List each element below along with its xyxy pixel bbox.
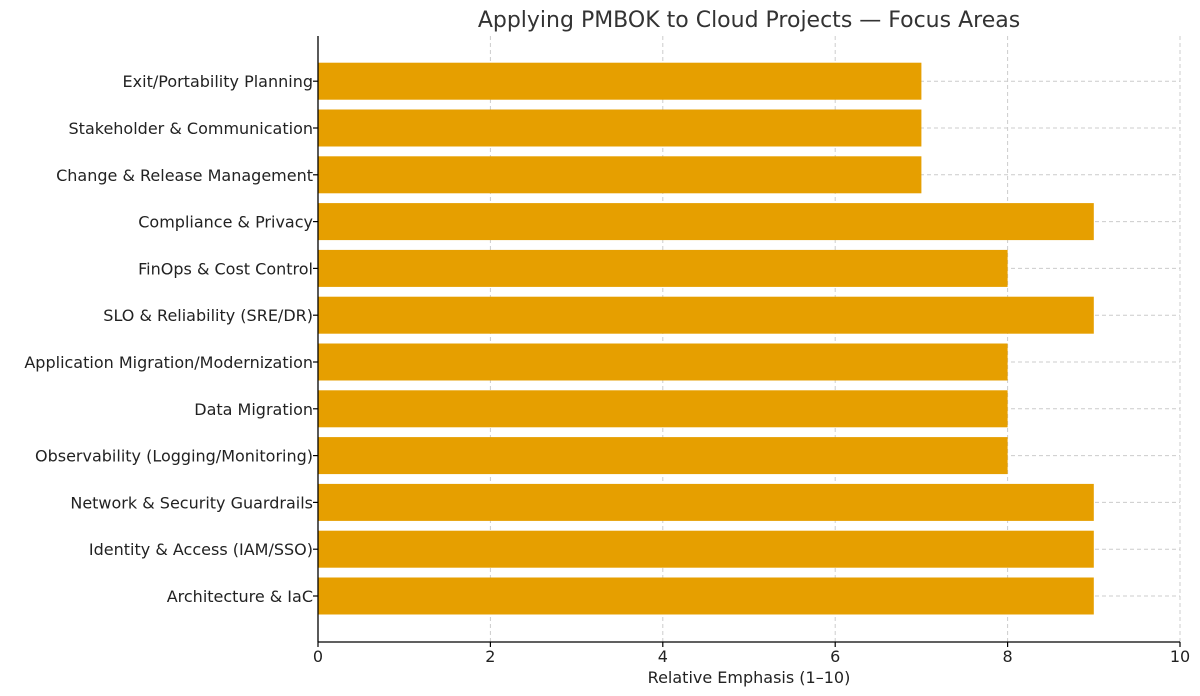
- x-ticks: 0 2 4 6 8 10: [313, 80, 1190, 666]
- category-label-9: Change & Release Management: [56, 166, 313, 185]
- x-tick-label-0: 0: [313, 647, 323, 666]
- category-label-0: Architecture & IaC: [167, 587, 313, 606]
- chart-title: Applying PMBOK to Cloud Projects — Focus…: [478, 8, 1020, 33]
- bar-6: [318, 296, 1094, 334]
- category-label-5: Application Migration/Modernization: [24, 353, 313, 372]
- category-label-10: Stakeholder & Communication: [69, 119, 313, 138]
- axes: [317, 36, 1180, 643]
- bar-8: [318, 203, 1094, 241]
- category-label-11: Exit/Portability Planning: [123, 72, 313, 91]
- bar-2: [318, 483, 1094, 521]
- category-label-6: SLO & Reliability (SRE/DR): [103, 306, 313, 325]
- category-label-1: Identity & Access (IAM/SSO): [89, 540, 313, 559]
- bar-4: [318, 390, 1008, 428]
- bar-1: [318, 530, 1094, 568]
- category-label-7: FinOps & Cost Control: [138, 259, 313, 278]
- bar-7: [318, 249, 1008, 287]
- category-label-2: Network & Security Guardrails: [70, 493, 313, 512]
- x-tick-label-4: 8: [1003, 647, 1013, 666]
- bar-0: [318, 577, 1094, 615]
- bars: [318, 62, 1094, 615]
- x-axis-title: Relative Emphasis (1–10): [648, 668, 851, 687]
- bar-11: [318, 62, 922, 100]
- bar-9: [318, 156, 922, 194]
- x-tick-label-2: 4: [658, 647, 668, 666]
- x-tick-label-1: 2: [485, 647, 495, 666]
- bar-5: [318, 343, 1008, 381]
- bar-3: [318, 437, 1008, 475]
- category-label-4: Data Migration: [194, 400, 313, 419]
- category-label-3: Observability (Logging/Monitoring): [35, 447, 313, 466]
- x-tick-label-5: 10: [1170, 647, 1190, 666]
- category-labels: Architecture & IaC Identity & Access (IAM…: [24, 72, 313, 606]
- x-tick-label-3: 6: [830, 647, 840, 666]
- bar-10: [318, 109, 922, 147]
- category-label-8: Compliance & Privacy: [138, 213, 313, 232]
